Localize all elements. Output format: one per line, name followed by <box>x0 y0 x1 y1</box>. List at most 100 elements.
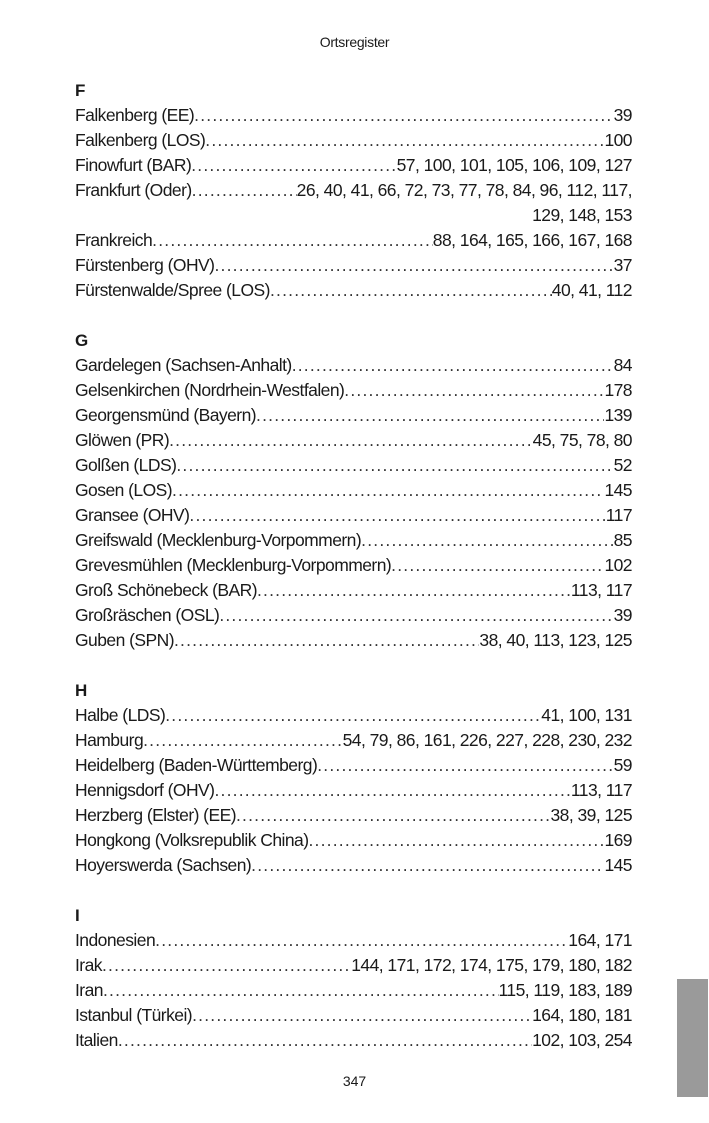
dot-leader <box>172 478 604 503</box>
dot-leader <box>192 178 297 203</box>
entry-name: Falkenberg (EE) <box>75 105 195 125</box>
entry-name: Istanbul (Türkei) <box>75 1005 193 1025</box>
index-entry: Hoyerswerda (Sachsen) 145 <box>75 853 633 878</box>
entry-name: Frankfurt (Oder) <box>75 180 192 200</box>
index-section-i: I Indonesien 164, 171 Irak 144, 171, 172, 17… <box>75 903 633 1053</box>
entry-pages: 40, 41, 112 <box>551 280 633 300</box>
section-letter: F <box>75 81 86 100</box>
dot-leader <box>169 428 533 453</box>
entry-pages: 59 <box>613 755 633 775</box>
entry-pages: 145 <box>604 480 632 500</box>
index-entry: Italien 102, 103, 254 <box>75 1028 633 1053</box>
entry-name: Golßen (LDS) <box>75 455 177 475</box>
index-entry: Glöwen (PR) 45, 75, 78, 80 <box>75 428 633 453</box>
entry-name: Hamburg <box>75 730 144 750</box>
index-entry: Hamburg 54, 79, 86, 161, 226, 227, 228, 2… <box>75 728 633 753</box>
entry-pages: 38, 40, 113, 123, 125 <box>479 630 632 650</box>
index-entry: Herzberg (Elster) (EE) 38, 39, 125 <box>75 803 633 828</box>
dot-leader <box>257 578 571 603</box>
entry-name: Herzberg (Elster) (EE) <box>75 805 237 825</box>
entry-name: Grevesmühlen (Mecklenburg-Vorpommern) <box>75 555 392 575</box>
dot-leader <box>176 453 613 478</box>
dot-leader <box>152 228 433 253</box>
dot-leader <box>205 128 604 153</box>
dot-leader <box>194 103 613 128</box>
entry-name: Hoyerswerda (Sachsen) <box>75 855 252 875</box>
dot-leader <box>214 253 613 278</box>
entry-pages: 164, 171 <box>568 930 632 950</box>
entry-pages: 45, 75, 78, 80 <box>532 430 633 450</box>
entry-pages: 113, 117 <box>570 580 633 600</box>
entry-pages: 113, 117 <box>570 780 633 800</box>
entry-pages: 38, 39, 125 <box>550 805 632 825</box>
entry-name: Georgensmünd (Bayern) <box>75 405 257 425</box>
entry-pages: 84 <box>613 355 633 375</box>
entry-name: Iran <box>75 980 104 1000</box>
entry-pages: 100 <box>604 130 632 150</box>
entry-pages: 85 <box>613 530 633 550</box>
entry-name: Falkenberg (LOS) <box>75 130 206 150</box>
dot-leader <box>270 278 552 303</box>
dot-leader <box>292 353 614 378</box>
entry-pages: 117 <box>605 505 633 525</box>
section-letter: G <box>75 331 89 350</box>
index-entry: Fürstenberg (OHV) 37 <box>75 253 633 278</box>
dot-leader <box>155 928 568 953</box>
index-entry: Grevesmühlen (Mecklenburg-Vorpommern) 102 <box>75 553 633 578</box>
dot-leader <box>317 753 613 778</box>
entry-name: Fürstenberg (OHV) <box>75 255 215 275</box>
index-entry: Fürstenwalde/Spree (LOS) 40, 41, 112 <box>75 278 633 303</box>
entry-pages: 102 <box>604 555 632 575</box>
dot-leader <box>165 703 541 728</box>
entry-pages: 178 <box>604 380 632 400</box>
entry-name: Glöwen (PR) <box>75 430 170 450</box>
index-entry: Gelsenkirchen (Nordrhein-Westfalen) 178 <box>75 378 633 403</box>
entry-name: Gransee (OHV) <box>75 505 190 525</box>
index-entry: Greifswald (Mecklenburg-Vorpommern) 85 <box>75 528 633 553</box>
entry-name: Großräschen (OSL) <box>75 605 220 625</box>
entry-pages: 52 <box>613 455 633 475</box>
entry-name: Finowfurt (BAR) <box>75 155 192 175</box>
entry-pages: 88, 164, 165, 166, 167, 168 <box>432 230 633 250</box>
entry-pages: 145 <box>604 855 632 875</box>
entry-name: Heidelberg (Baden-Württemberg) <box>75 755 318 775</box>
index-entry: Guben (SPN) 38, 40, 113, 123, 125 <box>75 628 633 653</box>
index-entry: Irak 144, 171, 172, 174, 175, 179, 180, 1… <box>75 953 633 978</box>
index-entry: Golßen (LDS) 52 <box>75 453 633 478</box>
thumb-index-tab <box>677 979 708 1097</box>
index-entry: Falkenberg (EE) 39 <box>75 103 633 128</box>
entry-pages: 169 <box>604 830 632 850</box>
dot-leader <box>189 503 605 528</box>
entry-pages: 102, 103, 254 <box>532 1030 632 1050</box>
index-entry: Heidelberg (Baden-Württemberg) 59 <box>75 753 633 778</box>
dot-leader <box>391 553 604 578</box>
index-content: F Falkenberg (EE) 39 Falkenberg (LOS) 100 Fin… <box>75 78 633 1078</box>
entry-name: Groß Schönebeck (BAR) <box>75 580 258 600</box>
index-entry: Gardelegen (Sachsen-Anhalt) 84 <box>75 353 633 378</box>
index-entry: Falkenberg (LOS) 100 <box>75 128 633 153</box>
entry-pages: 39 <box>613 105 633 125</box>
entry-name: Halbe (LDS) <box>75 705 166 725</box>
index-entry: Georgensmünd (Bayern) 139 <box>75 403 633 428</box>
entry-pages: 26, 40, 41, 66, 72, 73, 77, 78, 84, 96, … <box>296 180 633 200</box>
index-entry: Hongkong (Volksrepublik China) 169 <box>75 828 633 853</box>
entry-name: Indonesien <box>75 930 156 950</box>
dot-leader <box>174 628 479 653</box>
index-section-g: G Gardelegen (Sachsen-Anhalt) 84 Gelsenkirc… <box>75 328 633 653</box>
index-entry: Groß Schönebeck (BAR) 113, 117 <box>75 578 633 603</box>
index-entry: Iran 115, 119, 183, 189 <box>75 978 633 1003</box>
dot-leader <box>143 728 342 753</box>
entry-pages: 37 <box>613 255 633 275</box>
entry-name: Fürstenwalde/Spree (LOS) <box>75 280 271 300</box>
index-entry: Gransee (OHV) 117 <box>75 503 633 528</box>
section-letter: H <box>75 681 88 700</box>
entry-name: Gosen (LOS) <box>75 480 173 500</box>
dot-leader <box>214 778 570 803</box>
section-letter: I <box>75 906 80 925</box>
entry-name: Hennigsdorf (OHV) <box>75 780 215 800</box>
entry-pages: 164, 180, 181 <box>532 1005 632 1025</box>
entry-name: Irak <box>75 955 103 975</box>
dot-leader <box>256 403 604 428</box>
index-entry: Gosen (LOS) 145 <box>75 478 633 503</box>
entry-name: Greifswald (Mecklenburg-Vorpommern) <box>75 530 362 550</box>
